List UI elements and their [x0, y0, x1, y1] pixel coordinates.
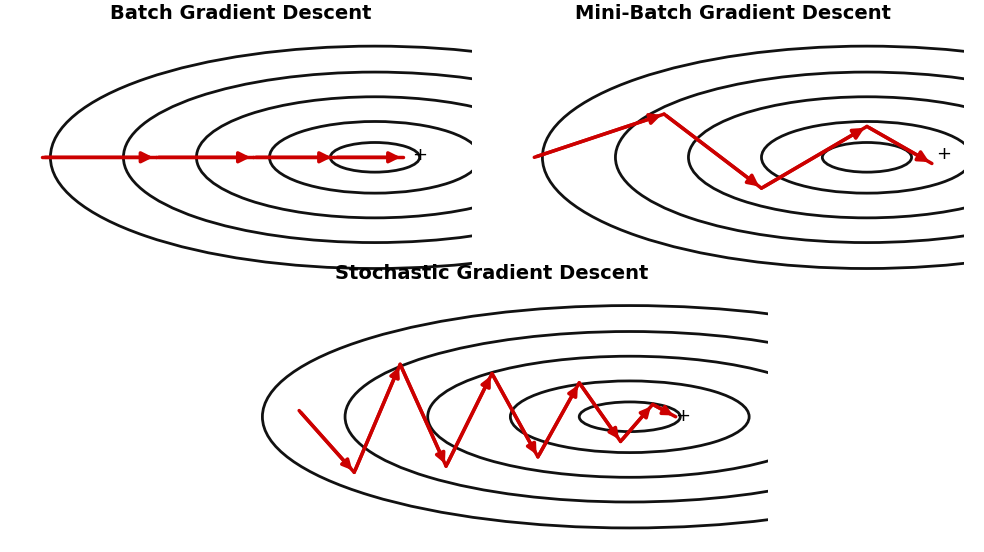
Text: +: +: [676, 406, 691, 424]
Title: Batch Gradient Descent: Batch Gradient Descent: [110, 4, 372, 23]
Text: +: +: [937, 145, 952, 163]
Text: +: +: [412, 146, 427, 164]
Title: Mini-Batch Gradient Descent: Mini-Batch Gradient Descent: [575, 4, 892, 23]
Title: Stochastic Gradient Descent: Stochastic Gradient Descent: [336, 264, 648, 283]
